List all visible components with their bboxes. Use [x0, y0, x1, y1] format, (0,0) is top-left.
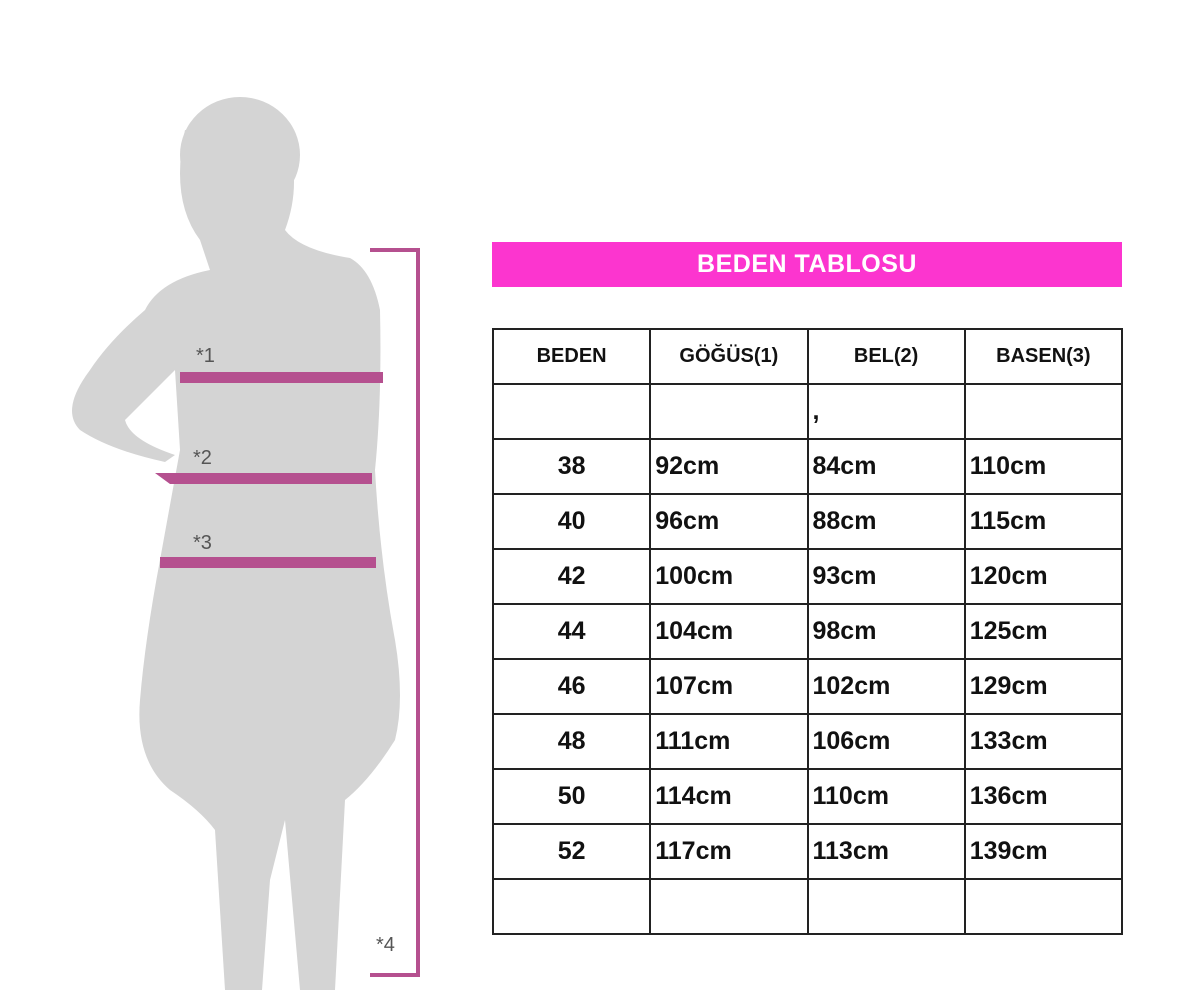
cell-size — [491, 383, 652, 440]
cell-hip: 115cm — [963, 493, 1124, 550]
cell-waist: 88cm — [806, 493, 966, 550]
cell-size: 40 — [491, 493, 652, 550]
table-row: 48 111cm 106cm 133cm — [491, 713, 1124, 770]
cell-waist: 84cm — [806, 438, 966, 495]
cell-chest — [649, 878, 809, 935]
header-bel: BEL(2) — [806, 328, 966, 385]
cell-chest: 96cm — [649, 493, 809, 550]
cell-size: 44 — [491, 603, 652, 660]
cell-waist: 102cm — [806, 658, 966, 715]
cell-size: 52 — [491, 823, 652, 880]
cell-waist: 93cm — [806, 548, 966, 605]
cell-size: 46 — [491, 658, 652, 715]
cell-waist: 113cm — [806, 823, 966, 880]
table-row: , — [491, 383, 1124, 440]
table-row: 40 96cm 88cm 115cm — [491, 493, 1124, 550]
cell-hip: 136cm — [963, 768, 1124, 825]
cell-hip: 125cm — [963, 603, 1124, 660]
cell-waist: 98cm — [806, 603, 966, 660]
header-basen: BASEN(3) — [963, 328, 1124, 385]
cell-waist: 110cm — [806, 768, 966, 825]
size-table: BEDEN GÖĞÜS(1) BEL(2) BASEN(3) , 38 92cm 84… — [491, 328, 1124, 935]
measure-label-1: *1 — [196, 345, 215, 367]
header-beden: BEDEN — [491, 328, 652, 385]
table-row: 42 100cm 93cm 120cm — [491, 548, 1124, 605]
cell-waist: , — [806, 383, 966, 440]
body-silhouette — [72, 97, 420, 990]
cell-chest: 114cm — [649, 768, 809, 825]
cell-chest: 100cm — [649, 548, 809, 605]
cell-hip: 139cm — [963, 823, 1124, 880]
table-row — [491, 878, 1124, 935]
cell-chest — [649, 383, 809, 440]
table-row: 52 117cm 113cm 139cm — [491, 823, 1124, 880]
cell-chest: 111cm — [649, 713, 809, 770]
table-row: 46 107cm 102cm 129cm — [491, 658, 1124, 715]
table-header-row: BEDEN GÖĞÜS(1) BEL(2) BASEN(3) — [491, 328, 1124, 385]
cell-size — [491, 878, 652, 935]
cell-hip — [963, 878, 1124, 935]
cell-chest: 107cm — [649, 658, 809, 715]
cell-chest: 117cm — [649, 823, 809, 880]
size-chart-title: BEDEN TABLOSU — [492, 242, 1122, 287]
cell-waist — [806, 878, 966, 935]
table-row: 50 114cm 110cm 136cm — [491, 768, 1124, 825]
table-row: 38 92cm 84cm 110cm — [491, 438, 1124, 495]
header-gogus: GÖĞÜS(1) — [649, 328, 809, 385]
cell-size: 38 — [491, 438, 652, 495]
cell-size: 48 — [491, 713, 652, 770]
measure-label-2: *2 — [193, 447, 212, 469]
cell-waist: 106cm — [806, 713, 966, 770]
cell-size: 50 — [491, 768, 652, 825]
table-row: 44 104cm 98cm 125cm — [491, 603, 1124, 660]
measure-label-4: *4 — [376, 934, 395, 956]
cell-hip — [963, 383, 1124, 440]
cell-hip: 110cm — [963, 438, 1124, 495]
cell-hip: 129cm — [963, 658, 1124, 715]
cell-hip: 120cm — [963, 548, 1124, 605]
cell-chest: 104cm — [649, 603, 809, 660]
cell-hip: 133cm — [963, 713, 1124, 770]
measure-label-3: *3 — [193, 532, 212, 554]
cell-chest: 92cm — [649, 438, 809, 495]
cell-size: 42 — [491, 548, 652, 605]
